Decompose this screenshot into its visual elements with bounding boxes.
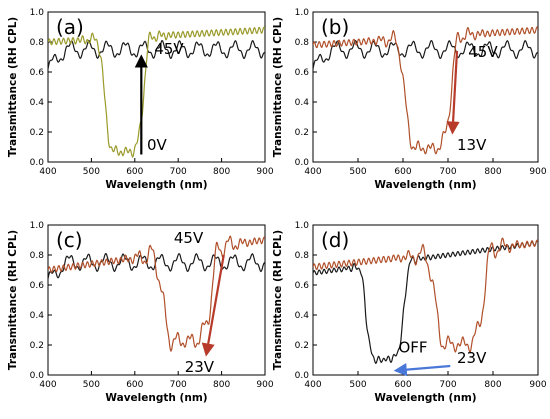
x-tick-label: 900	[529, 380, 546, 390]
x-tick-label: 900	[256, 167, 273, 177]
plot-frame	[47, 224, 266, 376]
x-tick-label: 500	[83, 380, 100, 390]
x-tick-label: 400	[304, 167, 321, 177]
y-tick-label: 0.0	[295, 158, 310, 168]
annotation-arrow	[393, 363, 451, 377]
x-tick-label: 500	[349, 380, 366, 390]
x-tick-label: 900	[256, 380, 273, 390]
x-tick-label: 600	[126, 167, 143, 177]
x-axis-label: Wavelength (nm)	[374, 179, 476, 191]
x-tick-label: 400	[304, 380, 321, 390]
series-line-2	[48, 235, 265, 352]
annotation-label: OFF	[399, 339, 428, 357]
y-axis-label: Transmittance (RH CPL)	[7, 230, 19, 370]
y-tick-label: 0.0	[295, 371, 310, 381]
plot-frame	[312, 11, 539, 163]
x-tick-label: 400	[39, 167, 56, 177]
y-tick-label: 0.2	[30, 128, 44, 138]
chart-panel-3: 400 500 600 700 800 900 0.0 0.2 0.4 0.6 0.8 1.0 Wave…	[7, 221, 274, 404]
annotation-label: 13V	[457, 136, 487, 154]
series-line-1	[313, 39, 538, 70]
y-tick-label: 0.2	[295, 128, 309, 138]
y-axis-label: Transmittance (RH CPL)	[272, 230, 284, 370]
panel-label: (c)	[56, 228, 83, 252]
y-tick-label: 0.0	[30, 371, 45, 381]
x-tick-label: 700	[170, 380, 187, 390]
y-tick-label: 0.4	[30, 311, 45, 321]
y-axis-label: Transmittance (RH CPL)	[272, 17, 284, 157]
x-axis-label: Wavelength (nm)	[374, 392, 476, 404]
x-tick-label: 500	[349, 167, 366, 177]
x-tick-label: 800	[213, 380, 230, 390]
annotation-label: 23V	[185, 358, 215, 376]
x-tick-label: 600	[126, 380, 143, 390]
y-tick-label: 0.8	[30, 251, 45, 261]
plot-frame	[312, 224, 539, 376]
y-tick-label: 0.2	[295, 341, 309, 351]
x-axis-label: Wavelength (nm)	[105, 392, 207, 404]
y-tick-label: 0.0	[30, 158, 45, 168]
annotation-label: 0V	[147, 136, 168, 154]
annotation-label: 45V	[174, 229, 204, 247]
y-tick-label: 0.6	[30, 281, 45, 291]
y-tick-label: 0.4	[295, 98, 310, 108]
y-tick-label: 0.8	[30, 38, 45, 48]
series-line-2	[313, 237, 538, 353]
y-tick-label: 0.4	[295, 311, 310, 321]
series-line-2	[313, 26, 538, 155]
x-tick-label: 800	[213, 167, 230, 177]
x-axis-label: Wavelength (nm)	[105, 179, 207, 191]
panel-label: (b)	[321, 15, 349, 39]
y-tick-label: 0.8	[295, 38, 310, 48]
panel-label: (d)	[321, 228, 349, 252]
y-tick-label: 0.8	[295, 251, 310, 261]
annotation-label: 23V	[457, 349, 487, 367]
x-tick-label: 900	[529, 167, 546, 177]
x-tick-label: 700	[170, 167, 187, 177]
x-tick-label: 700	[439, 167, 456, 177]
y-tick-label: 0.6	[295, 68, 310, 78]
chart-panel-1: 400 500 600 700 800 900 0.0 0.2 0.4 0.6 0.8 1.0 Wave…	[7, 8, 274, 191]
y-tick-label: 1.0	[30, 8, 45, 18]
y-tick-label: 1.0	[30, 221, 45, 231]
y-tick-label: 0.6	[30, 68, 45, 78]
x-tick-label: 600	[394, 380, 411, 390]
x-tick-label: 800	[484, 380, 501, 390]
y-tick-label: 0.4	[30, 98, 45, 108]
y-tick-label: 1.0	[295, 221, 310, 231]
y-axis-label: Transmittance (RH CPL)	[7, 17, 19, 157]
annotation-label: 45V	[468, 43, 498, 61]
annotation-label: 45V	[154, 40, 184, 58]
x-tick-label: 800	[484, 167, 501, 177]
x-tick-label: 400	[39, 380, 56, 390]
series-line-1	[48, 39, 265, 70]
series-line-1	[48, 252, 265, 279]
x-tick-label: 500	[83, 167, 100, 177]
x-tick-label: 700	[439, 380, 456, 390]
annotation-arrow	[446, 50, 460, 135]
y-tick-label: 0.2	[30, 341, 44, 351]
series-line-2	[48, 26, 265, 158]
chart-panel-4: 400 500 600 700 800 900 0.0 0.2 0.4 0.6 0.8 1.0 Wave…	[272, 221, 547, 404]
y-tick-label: 1.0	[295, 8, 310, 18]
chart-panel-2: 400 500 600 700 800 900 0.0 0.2 0.4 0.6 0.8 1.0 Wave…	[272, 8, 547, 191]
x-tick-label: 600	[394, 167, 411, 177]
annotation-arrow	[201, 254, 225, 357]
panel-label: (a)	[56, 15, 84, 39]
y-tick-label: 0.6	[295, 281, 310, 291]
plot-frame	[47, 11, 266, 163]
